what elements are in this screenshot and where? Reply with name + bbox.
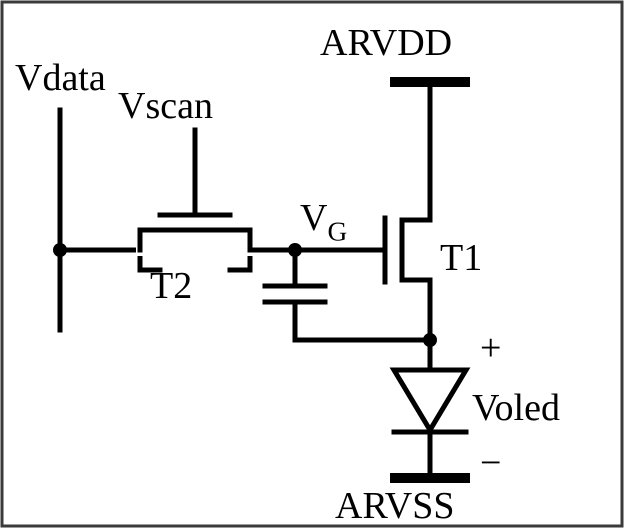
vscan-label: Vscan [118,85,213,127]
t1-label: T1 [440,237,482,279]
oled-diode-triangle [394,370,466,430]
arvss-label: ARVSS [335,485,454,527]
arvdd-label: ARVDD [320,22,452,64]
t2-label: T2 [150,265,192,307]
plus-label: + [480,327,501,369]
vdata-label: Vdata [15,57,106,99]
vg-label: VG [300,197,347,247]
minus-label: − [480,442,501,484]
voled-label: Voled [472,387,560,429]
